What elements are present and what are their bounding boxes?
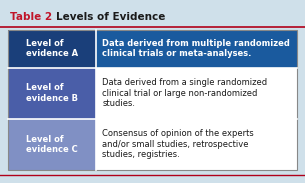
Bar bbox=[8, 30, 297, 170]
Bar bbox=[96, 68, 297, 119]
Text: Levels of Evidence: Levels of Evidence bbox=[56, 12, 165, 22]
Bar bbox=[8, 30, 96, 68]
Text: Level of
evidence C: Level of evidence C bbox=[26, 135, 78, 154]
Bar bbox=[96, 30, 297, 68]
Text: Level of
evidence A: Level of evidence A bbox=[26, 39, 78, 59]
Bar bbox=[8, 68, 96, 119]
Text: Data derived from a single randomized
clinical trial or large non-randomized
stu: Data derived from a single randomized cl… bbox=[102, 78, 267, 108]
Text: Level of
evidence B: Level of evidence B bbox=[26, 83, 78, 103]
Bar bbox=[8, 119, 96, 170]
Text: Table 2: Table 2 bbox=[10, 12, 52, 22]
Text: Consensus of opinion of the experts
and/or small studies, retrospective
studies,: Consensus of opinion of the experts and/… bbox=[102, 130, 254, 159]
Text: Data derived from multiple randomized
clinical trials or meta-analyses.: Data derived from multiple randomized cl… bbox=[102, 39, 290, 59]
Bar bbox=[96, 119, 297, 170]
